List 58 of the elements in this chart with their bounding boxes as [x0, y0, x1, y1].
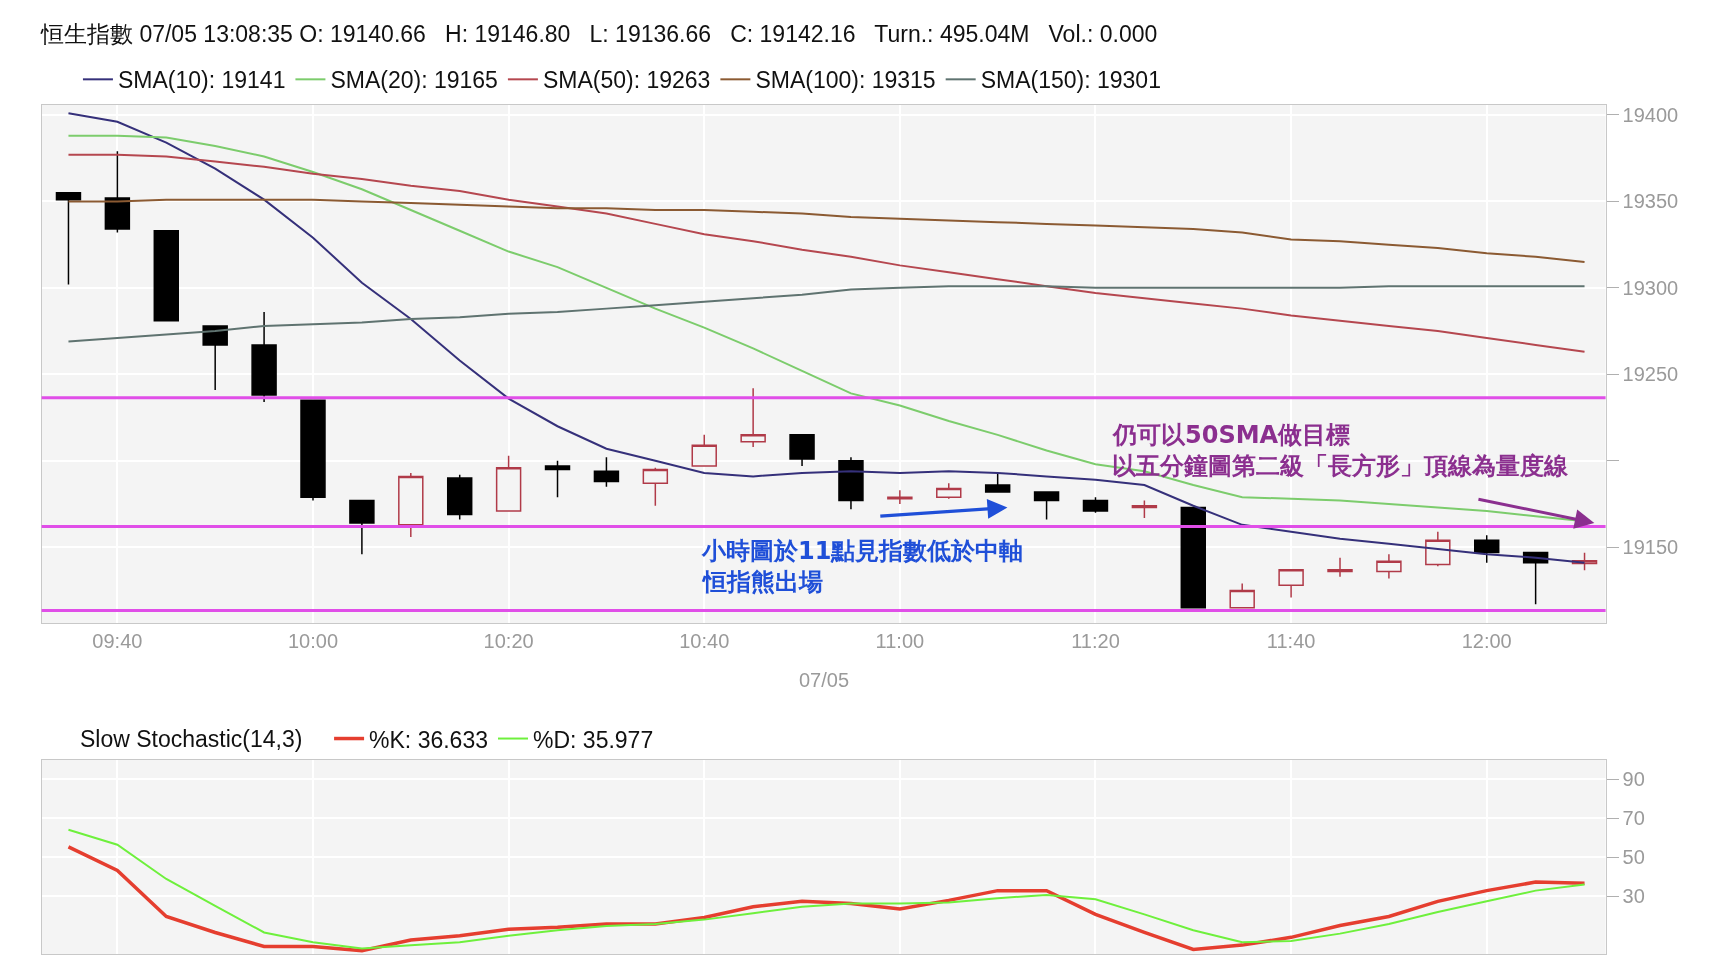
y-tick-label: 19150 — [1622, 536, 1679, 559]
legend-label: SMA(20): 19165 — [330, 67, 498, 94]
y-tick-label: 30 — [1622, 885, 1645, 908]
x-tick-label: 10:20 — [483, 630, 534, 653]
x-tick-label: 10:40 — [679, 630, 730, 653]
candlestick — [789, 434, 815, 467]
candlestick — [153, 230, 180, 322]
annotation: 小時圖於11點見指數低於中軸 — [701, 537, 1024, 565]
x-tick-label: 10:00 — [287, 630, 339, 653]
y-tick-label: 50 — [1622, 846, 1645, 869]
candlestick — [936, 482, 962, 500]
line-series — [66, 845, 1587, 953]
x-tick-label: 12:00 — [1461, 630, 1512, 653]
candlestick — [984, 472, 1011, 493]
candlestick — [251, 311, 277, 403]
candlestick — [202, 325, 228, 391]
line-series — [67, 153, 1586, 353]
legend-label: SMA(50): 19263 — [542, 67, 711, 94]
annotation: 恒指熊出場 — [701, 568, 823, 596]
legend-label: SMA(100): 19315 — [755, 67, 936, 94]
x-axis-title: 07/05 — [799, 669, 850, 691]
y-tick-label: 19300 — [1622, 276, 1679, 299]
chart-title: Slow Stochastic(14,3) — [80, 726, 303, 752]
legend-label: SMA(10): 19141 — [117, 67, 286, 94]
candlestick — [642, 466, 669, 507]
candlestick — [446, 473, 473, 521]
candlestick — [838, 456, 864, 510]
y-tick-label: 19400 — [1622, 103, 1679, 126]
line-series — [67, 285, 1586, 343]
y-tick-label: 19350 — [1622, 190, 1679, 213]
x-tick-label: 11:40 — [1266, 630, 1316, 653]
candlestick — [740, 387, 766, 448]
y-tick-label: 70 — [1622, 807, 1645, 830]
candlestick — [300, 399, 326, 502]
x-tick-label: 11:00 — [875, 630, 925, 653]
y-tick-label: 19250 — [1622, 363, 1679, 386]
candlestick — [55, 191, 82, 286]
legend-label: SMA(150): 19301 — [980, 67, 1161, 94]
candlestick — [349, 499, 375, 555]
x-tick-label: 11:20 — [1071, 630, 1120, 653]
candlestick — [398, 472, 424, 538]
legend-label: %D: 35.977 — [533, 726, 654, 753]
line-series — [67, 198, 1586, 263]
candlestick — [1082, 496, 1109, 514]
candlestick — [593, 456, 620, 488]
chart-title: 恒生指數 07/05 13:08:35 O: 19140.66 H: 19146.80 L: 19136.66 C: 19142.16 Turn.: 495.04M Vol.: 0.000 — [40, 21, 1158, 47]
candlestick — [1327, 556, 1353, 578]
x-tick-label: 09:40 — [92, 630, 143, 653]
candlestick — [1376, 553, 1402, 580]
candlestick — [1033, 491, 1060, 521]
candlestick — [1180, 506, 1207, 609]
y-tick-label: 90 — [1622, 768, 1645, 791]
candlestick — [544, 460, 571, 498]
line-series — [67, 828, 1586, 950]
annotation: 仍可以50SMA做目標 — [1112, 421, 1351, 449]
candlestick — [104, 150, 131, 234]
legend-label: %K: 36.633 — [369, 726, 488, 753]
candlestick — [1229, 582, 1255, 609]
